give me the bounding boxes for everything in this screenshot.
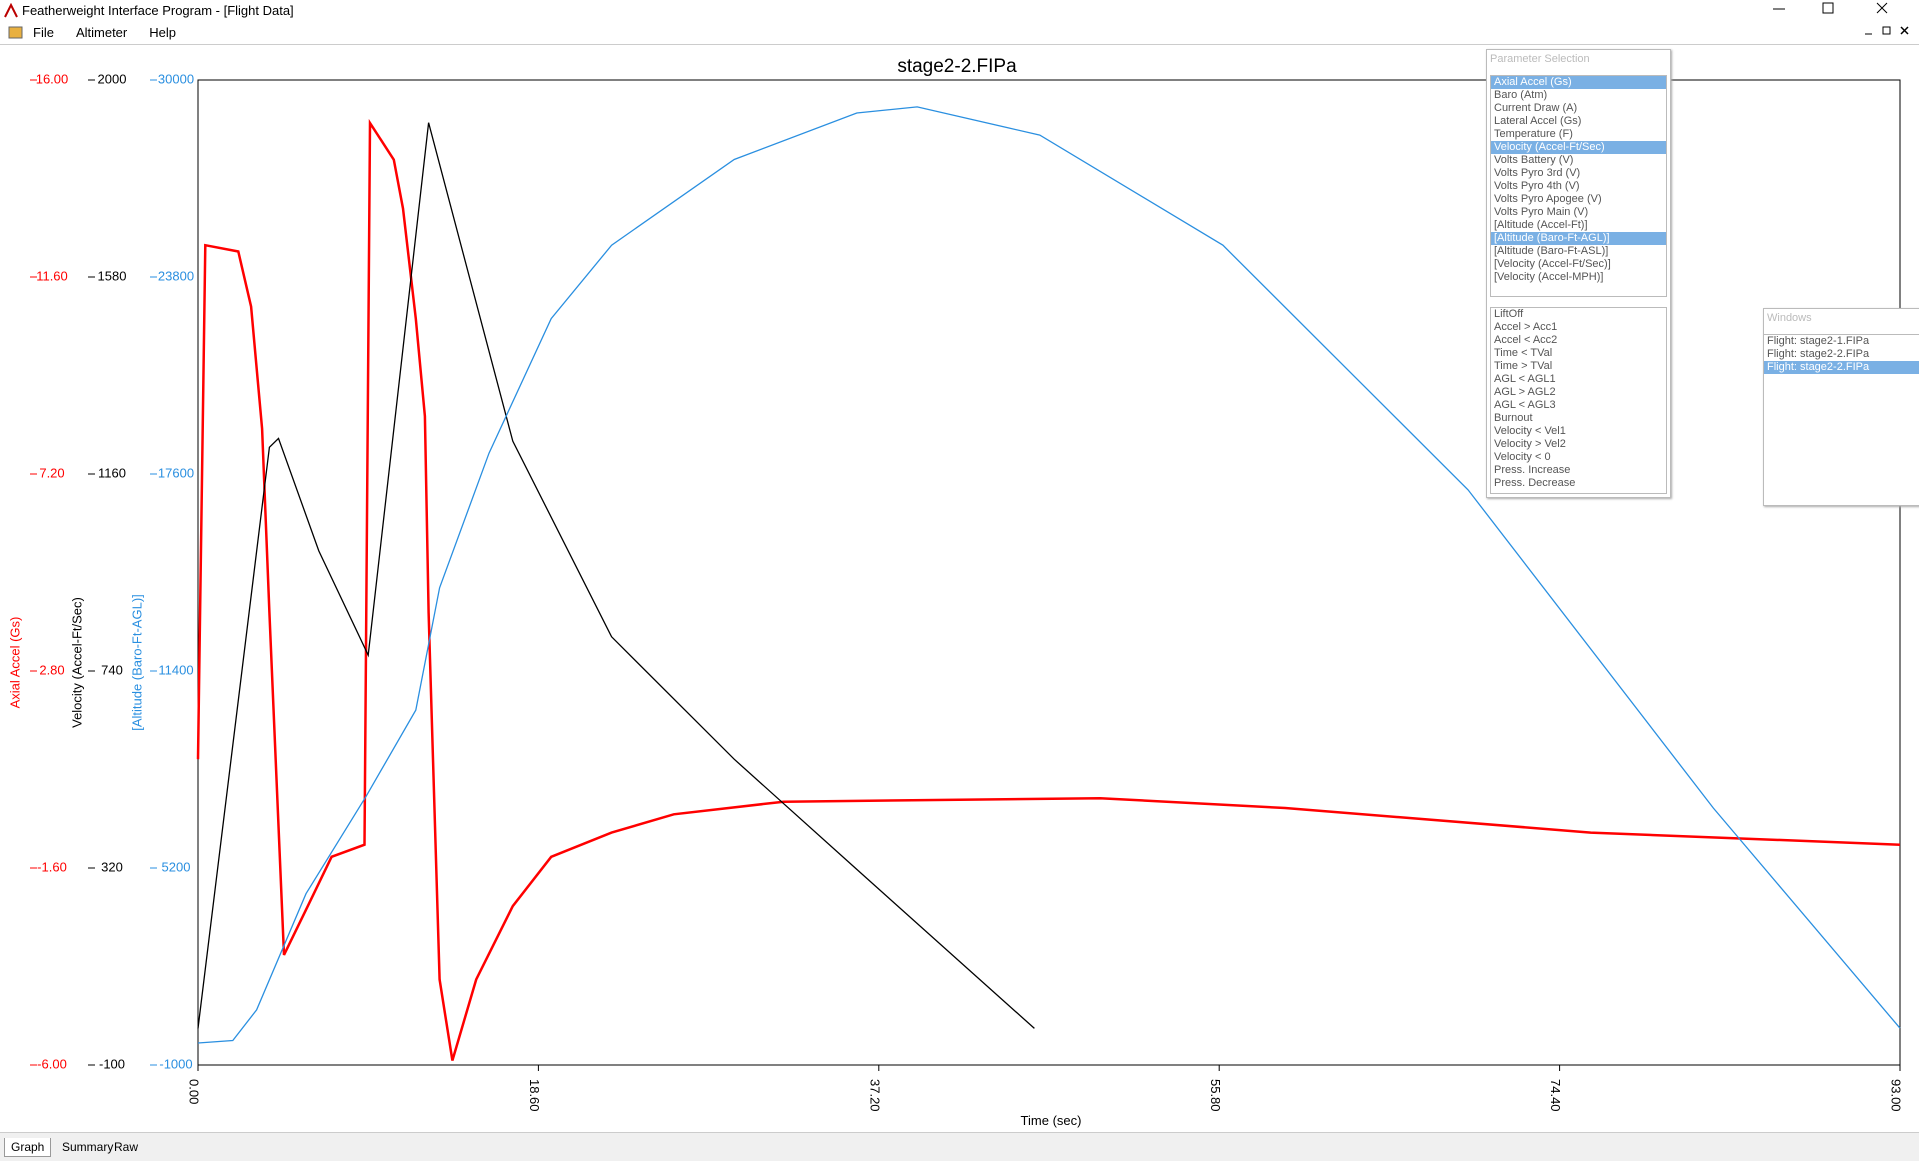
x-tick-label: 74.40	[1548, 1079, 1563, 1112]
y-tick-label: -1.60	[37, 859, 67, 874]
chart-title: stage2-2.FIPa	[897, 56, 1017, 77]
window-controls[interactable]	[1759, 0, 1919, 22]
chart: stage2-2.FIPa 0.00 18.60 37.20 55.80 74.40 93.…	[7, 56, 1904, 1128]
x-tick-label: 0.00	[187, 1079, 202, 1104]
y-tick-label: 2000	[98, 71, 127, 86]
y-tick-label: 17600	[158, 465, 194, 480]
menu-item[interactable]: Help	[149, 25, 176, 40]
app-icon	[4, 3, 18, 18]
y-tick-label: 320	[101, 859, 123, 874]
event-item[interactable]: AGL < AGL3	[1494, 399, 1556, 411]
event-item[interactable]: Velocity > Vel2	[1494, 438, 1566, 450]
windows-list[interactable]: Flight: stage2-1.FIPa Flight: stage2-2.FI…	[1764, 334, 1919, 395]
event-item[interactable]: LiftOff	[1494, 308, 1524, 320]
y-axis-title: [Altitude (Baro-Ft-AGL)]	[129, 594, 144, 731]
y-tick-label: -1000	[159, 1056, 192, 1071]
y-tick-label: -100	[99, 1056, 125, 1071]
parameter-item[interactable]: Volts Pyro Main (V)	[1494, 206, 1589, 218]
event-item[interactable]: Time > TVal	[1494, 360, 1553, 372]
event-item[interactable]: Velocity < 0	[1494, 451, 1551, 463]
event-item[interactable]: AGL > AGL2	[1494, 386, 1556, 398]
parameter-item[interactable]: [Altitude (Accel-Ft)]	[1494, 219, 1588, 231]
tab[interactable]: Summary	[62, 1140, 114, 1154]
event-item[interactable]: Velocity < Vel1	[1494, 425, 1566, 437]
parameter-list[interactable]: Axial Accel (Gs) Baro (Atm) Current Draw (…	[1490, 75, 1667, 297]
event-item[interactable]: AGL < AGL1	[1494, 373, 1556, 385]
window-item[interactable]: Flight: stage2-2.FIPa	[1764, 361, 1919, 374]
event-item[interactable]: Burnout	[1494, 412, 1533, 424]
event-item[interactable]: Time < TVal	[1494, 347, 1553, 359]
y-tick-label: 2.80	[39, 662, 64, 677]
parameter-item[interactable]: Volts Pyro 3rd (V)	[1494, 167, 1581, 179]
parameter-item[interactable]: Volts Battery (V)	[1494, 154, 1574, 166]
window-item[interactable]: Flight: stage2-1.FIPa	[1767, 335, 1870, 347]
parameter-item[interactable]: [Altitude (Baro-Ft-AGL)]	[1491, 232, 1666, 245]
y-tick-label: 30000	[158, 71, 194, 86]
y-tick-label: 1160	[98, 465, 126, 480]
y-tick-label: 16.00	[36, 71, 69, 86]
series-line	[197, 106, 1901, 1044]
window-title: Featherweight Interface Program - [Fligh…	[22, 3, 294, 18]
menus: File Altimeter Help	[22, 22, 187, 43]
parameter-item[interactable]: Velocity (Accel-Ft/Sec)	[1491, 141, 1666, 154]
plot-border	[197, 79, 1901, 1066]
series-line	[196, 118, 1901, 1061]
parameter-item[interactable]: Volts Pyro Apogee (V)	[1494, 193, 1602, 205]
x-tick-label: 18.60	[527, 1079, 542, 1112]
y-axis-title: Velocity (Accel-Ft/Sec)	[69, 597, 84, 728]
parameter-item[interactable]: [Velocity (Accel-Ft/Sec)]	[1494, 258, 1611, 270]
windows-panel: Windows Flight: stage2-1.FIPa Flight: sta…	[1763, 308, 1919, 506]
parameter-item[interactable]: Current Draw (A)	[1494, 102, 1578, 114]
menu-item[interactable]: File	[33, 25, 54, 40]
y-tick-label: 1580	[98, 268, 127, 283]
y-tick-label: -6.00	[37, 1056, 67, 1071]
x-tick-label: 55.80	[1208, 1079, 1223, 1112]
parameter-item[interactable]: Temperature (F)	[1494, 128, 1573, 140]
parameter-item[interactable]: Volts Pyro 4th (V)	[1494, 180, 1580, 192]
mdi-controls[interactable]	[1859, 22, 1919, 42]
tab-bar: Graph Summary Raw	[0, 1132, 1919, 1161]
tab[interactable]: Graph	[4, 1138, 52, 1157]
x-axis-title: Time (sec)	[1021, 1113, 1082, 1128]
event-item[interactable]: Press. Decrease	[1494, 477, 1576, 489]
tab[interactable]: Raw	[114, 1140, 139, 1154]
y-tick-label: 11400	[158, 662, 193, 677]
x-tick-label: 37.20	[867, 1079, 882, 1112]
y-tick-label: 740	[101, 662, 123, 677]
parameter-item[interactable]: Baro (Atm)	[1494, 89, 1548, 101]
y-tick-label: 7.20	[39, 465, 64, 480]
event-item[interactable]: Press. Increase	[1494, 464, 1571, 476]
event-item[interactable]: Accel > Acc1	[1494, 321, 1558, 333]
panel-title: Parameter Selection	[1490, 53, 1590, 65]
y-tick-label: 23800	[158, 268, 194, 283]
parameter-item[interactable]: [Altitude (Baro-Ft-ASL)]	[1494, 245, 1609, 257]
menu-item[interactable]: Altimeter	[75, 25, 128, 40]
y-axis-title: Axial Accel (Gs)	[7, 617, 22, 709]
parameter-item[interactable]: [Velocity (Accel-MPH)]	[1494, 271, 1604, 283]
panel-title: Windows	[1767, 312, 1812, 324]
doc-icon	[8, 26, 23, 39]
title-bar: Featherweight Interface Program - [Fligh…	[0, 0, 1919, 22]
window-item[interactable]: Flight: stage2-2.FIPa	[1767, 348, 1870, 360]
y-tick-label: 11.60	[36, 268, 68, 283]
x-tick-label: 93.00	[1889, 1079, 1904, 1112]
event-item[interactable]: Accel < Acc2	[1494, 334, 1558, 346]
event-list[interactable]: LiftOff Accel > Acc1 Accel < Acc2 Time < TV…	[1490, 307, 1667, 494]
parameter-panel: Parameter Selection Axial Accel (Gs) Baro…	[1486, 49, 1671, 498]
parameter-item[interactable]: Lateral Accel (Gs)	[1494, 115, 1582, 127]
y-tick-label: 5200	[162, 859, 191, 874]
menu-bar: File Altimeter Help	[0, 22, 1919, 45]
series-line	[197, 122, 1035, 1029]
parameter-item[interactable]: Axial Accel (Gs)	[1491, 76, 1666, 89]
